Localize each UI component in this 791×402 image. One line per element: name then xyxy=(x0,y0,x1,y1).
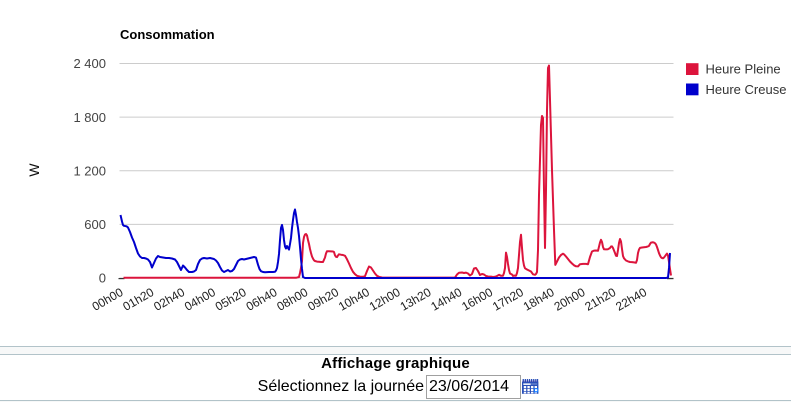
svg-text:04h00: 04h00 xyxy=(182,285,218,314)
svg-text:14h40: 14h40 xyxy=(428,285,464,314)
svg-text:00h00: 00h00 xyxy=(90,285,126,314)
svg-text:20h00: 20h00 xyxy=(552,285,588,314)
svg-text:2 400: 2 400 xyxy=(73,56,106,71)
svg-text:Consommation: Consommation xyxy=(120,27,215,42)
svg-text:16h00: 16h00 xyxy=(459,285,495,314)
svg-text:10h40: 10h40 xyxy=(336,285,372,314)
svg-text:18h40: 18h40 xyxy=(521,285,557,314)
svg-text:1 800: 1 800 xyxy=(73,110,106,125)
svg-text:13h20: 13h20 xyxy=(398,285,434,314)
svg-text:1 200: 1 200 xyxy=(73,164,106,179)
svg-text:08h00: 08h00 xyxy=(274,285,310,314)
svg-text:06h40: 06h40 xyxy=(244,285,280,314)
svg-text:22h40: 22h40 xyxy=(613,285,649,314)
svg-text:0: 0 xyxy=(99,271,106,286)
svg-text:02h40: 02h40 xyxy=(151,285,187,314)
svg-text:17h20: 17h20 xyxy=(490,285,526,314)
svg-text:600: 600 xyxy=(84,217,106,232)
svg-text:W: W xyxy=(26,163,42,177)
svg-text:Heure Pleine: Heure Pleine xyxy=(706,62,781,77)
svg-text:Heure Creuse: Heure Creuse xyxy=(706,82,787,97)
svg-text:01h20: 01h20 xyxy=(120,285,156,314)
svg-text:21h20: 21h20 xyxy=(582,285,618,314)
svg-text:05h20: 05h20 xyxy=(213,285,249,314)
svg-text:09h20: 09h20 xyxy=(305,285,341,314)
svg-text:12h00: 12h00 xyxy=(367,285,403,314)
